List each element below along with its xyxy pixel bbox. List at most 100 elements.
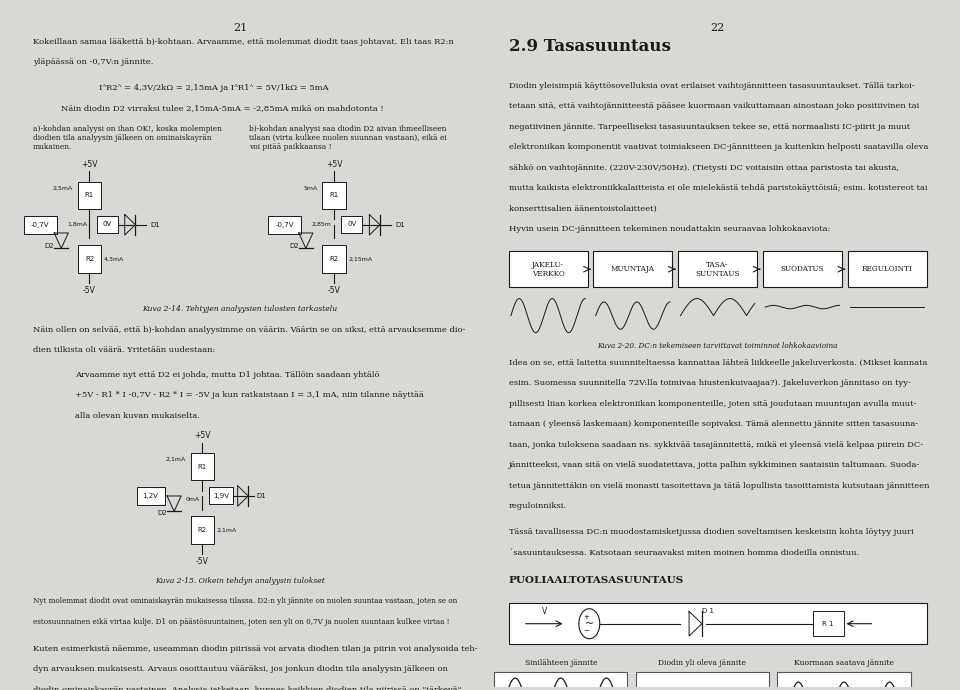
Text: jännitteeksi, vaan sitä on vielä suodatettava, jotta palhin sykkiminen saataisii: jännitteeksi, vaan sitä on vielä suodate… [509,461,920,469]
Text: 0V: 0V [348,221,356,228]
Text: Diodin yli oleva jännite: Diodin yli oleva jännite [659,659,746,667]
FancyBboxPatch shape [136,487,165,505]
Text: Kokeillaan samaa lääkettä b)-kohtaan. Arvaamme, että molemmat diodit taas johtav: Kokeillaan samaa lääkettä b)-kohtaan. Ar… [33,37,454,46]
Text: 2.9 Tasasuuntaus: 2.9 Tasasuuntaus [509,37,670,55]
Text: R1: R1 [329,193,339,199]
Text: Kuten esimerkistä näemme, useamman diodin piirissä voi arvata diodien tilan ja p: Kuten esimerkistä näemme, useamman diodi… [33,645,478,653]
FancyBboxPatch shape [778,671,910,690]
Text: konserttisalien äänentoistolaitteet): konserttisalien äänentoistolaitteet) [509,205,657,213]
Text: a)-kohdan analyysi on ihan OK!, koska molempien
diodien tila analyysin jälkeen o: a)-kohdan analyysi on ihan OK!, koska mo… [33,125,222,151]
Text: -0,7V: -0,7V [276,221,294,228]
Text: 21: 21 [233,23,247,32]
Text: R2: R2 [198,527,207,533]
Text: Diodin yleisimpiä käyttösovelluksia ovat erilaiset vaihtojännitteen tasasuuntauk: Diodin yleisimpiä käyttösovelluksia ovat… [509,82,914,90]
FancyBboxPatch shape [97,216,118,233]
Text: -5V: -5V [196,558,209,566]
Text: 0V: 0V [103,221,111,228]
Text: tetaan sitä, että vaihtojännitteestä pääsee kuormaan vaikuttamaan ainostaan joko: tetaan sitä, että vaihtojännitteestä pää… [509,103,919,110]
Text: Kuva 2-20. DC:n tekemiseen tarvittavat toiminnot lohkokaavioina: Kuva 2-20. DC:n tekemiseen tarvittavat t… [597,342,838,350]
FancyBboxPatch shape [268,216,301,234]
Text: Hyvin usein DC-jännitteen tekeminen noudattakin seuraavaa lohkokaaviota:: Hyvin usein DC-jännitteen tekeminen noud… [509,226,829,233]
Text: V: V [541,607,547,615]
Text: 4,3mA: 4,3mA [104,257,124,262]
Text: Näin diodin D2 virraksi tulee 2,15mA-5mA = -2,85mA mikä on mahdotonta !: Näin diodin D2 virraksi tulee 2,15mA-5mA… [61,105,384,112]
Text: 1,8mA: 1,8mA [67,221,87,226]
FancyBboxPatch shape [78,245,101,273]
FancyBboxPatch shape [191,516,214,544]
FancyBboxPatch shape [848,251,926,287]
Text: +: + [584,614,589,620]
Text: Näin ollen on selvää, että b)-kohdan analyysimme on väärin. Väärin se on siksi, : Näin ollen on selvää, että b)-kohdan ana… [33,326,466,334]
Text: pillisesti liian korkea elektroniikan komponenteille, joten sitä joudutaan muunt: pillisesti liian korkea elektroniikan ko… [509,400,916,408]
Text: R1: R1 [84,193,94,199]
Text: D1: D1 [396,221,405,228]
Text: Nyt molemmat diodit ovat ominaiskayrän mukaisessa tilassa. D2:n yli jännite on n: Nyt molemmat diodit ovat ominaiskayrän m… [33,597,457,605]
Text: 2,85m: 2,85m [312,221,332,226]
FancyBboxPatch shape [678,251,757,287]
Text: ´sasuuntauksessa. Katsotaan seuraavaksi miten moinen homma diodeilla onnistuu.: ´sasuuntauksessa. Katsotaan seuraavaksi … [509,549,858,557]
Text: R2: R2 [84,256,94,262]
FancyBboxPatch shape [593,251,672,287]
FancyBboxPatch shape [509,603,926,644]
Text: Kuva 2-15. Oikein tehdyn analyysin tulokset: Kuva 2-15. Oikein tehdyn analyysin tulok… [156,577,324,584]
Text: +5V: +5V [325,160,343,169]
Text: D2: D2 [289,243,299,249]
Text: Tässä tavallisessa DC:n muodostamisketjussa diodien soveltamisen keskeisiin koht: Tässä tavallisessa DC:n muodostamisketju… [509,528,913,536]
Text: PUOLIAALTOTASASUUNTAUS: PUOLIAALTOTASASUUNTAUS [509,576,684,585]
Text: D2: D2 [157,510,167,515]
Circle shape [579,609,600,639]
FancyBboxPatch shape [323,245,346,273]
Text: 22: 22 [710,23,725,32]
Text: SUODATUS: SUODATUS [780,265,825,273]
Text: b)-kohdan analyysi saa diodin D2 aivan ihmeelliseen
tilaan (virta kulkee nuolen : b)-kohdan analyysi saa diodin D2 aivan i… [250,125,447,151]
FancyBboxPatch shape [24,216,57,234]
FancyBboxPatch shape [763,251,842,287]
Text: Arvaamme nyt että D2 ei johda, mutta D1 johtaa. Tällöin saadaan yhtälö: Arvaamme nyt että D2 ei johda, mutta D1 … [75,371,380,379]
FancyBboxPatch shape [341,216,362,233]
Text: 5mA: 5mA [303,186,318,191]
Text: dien tilkista oli väärä. Yritetään uudestaan:: dien tilkista oli väärä. Yritetään uudes… [33,346,215,355]
Text: 0mA: 0mA [186,497,200,502]
FancyBboxPatch shape [494,671,627,690]
Text: D 1: D 1 [702,608,714,614]
Text: -0,7V: -0,7V [31,221,49,228]
Text: −: − [584,627,589,633]
Text: REGULOINTI: REGULOINTI [862,265,913,273]
Text: tetua jännitettäkin on vielä monasti tasoitettava ja tätä lopullista tasoittamis: tetua jännitettäkin on vielä monasti tas… [509,482,929,490]
Text: negatiivinen jännite. Tarpeelliseksi tasasuuntauksen tekee se, että normaalisti : negatiivinen jännite. Tarpeelliseksi tas… [509,123,910,131]
Text: reguloinniksi.: reguloinniksi. [509,502,566,510]
Text: 2,1mA: 2,1mA [216,528,237,533]
Text: D2: D2 [44,243,54,249]
Text: 2,5mA: 2,5mA [53,186,73,191]
Text: +5V: +5V [194,431,210,440]
Text: Kuva 2-14. Tehtyjen analyysien tulosten tarkastelu: Kuva 2-14. Tehtyjen analyysien tulosten … [142,306,338,313]
Text: D1: D1 [151,221,160,228]
Text: Idea on se, että laitetta suunniteltaessa kannattaa lähteä liikkeelle jakeluverk: Idea on se, että laitetta suunniteltaess… [509,359,927,366]
Text: R1: R1 [198,464,207,470]
Text: IᴬR2ᴬ = 4,3V/2kΩ = 2,15mA ja IᴬR1ᴬ = 5V/1kΩ = 5mA: IᴬR2ᴬ = 4,3V/2kΩ = 2,15mA ja IᴬR1ᴬ = 5V/… [99,84,328,92]
Text: ~: ~ [585,619,594,629]
Text: Kuormaan saatava jännite: Kuormaan saatava jännite [794,659,894,667]
Text: elektroniikan komponentit vaativat toimiakseen DC-jännitteen ja kuitenkin helpos: elektroniikan komponentit vaativat toimi… [509,144,928,152]
FancyBboxPatch shape [509,251,588,287]
Text: mutta kaikista elektroniikkalaitteista ei ole mielekästä tehdä paristokäyttöisiä: mutta kaikista elektroniikkalaitteista e… [509,184,927,193]
FancyBboxPatch shape [636,671,769,690]
Text: diodin ominaiskayrän vastainen. Analysia jatketaan, kunnes kaikkien diodien tila: diodin ominaiskayrän vastainen. Analysia… [33,686,464,690]
Text: +5V - R1 * I -0,7V - R2 * I = -5V ja kun ratkaistaan I = 3,1 mA, niin tilanne nä: +5V - R1 * I -0,7V - R2 * I = -5V ja kun… [75,391,424,400]
Text: R2: R2 [329,256,339,262]
Text: 2,15mA: 2,15mA [348,257,372,262]
Text: D1: D1 [256,493,266,499]
Text: dyn arvauksen mukaisesti. Arvaus osoittautuu vääräksi, jos jonkun diodin tila an: dyn arvauksen mukaisesti. Arvaus osoitta… [33,665,448,673]
Text: TASA-
SUUNTAUS: TASA- SUUNTAUS [695,261,740,278]
Text: 2,1mA: 2,1mA [166,457,186,462]
Text: -5V: -5V [83,286,96,295]
FancyBboxPatch shape [191,453,214,480]
Text: 1,2V: 1,2V [143,493,158,499]
Text: sähkö on vaihtojännite. (220V-230V/50Hz). (Tietysti DC voitaisiin ottaa paristos: sähkö on vaihtojännite. (220V-230V/50Hz)… [509,164,899,172]
Text: 1,9V: 1,9V [213,493,229,499]
Text: JAKELU-
VERKKO: JAKELU- VERKKO [532,261,564,278]
Text: R 1: R 1 [823,621,834,627]
Text: tamaan ( yleensä laskemaan) komponenteille sopivaksi. Tämä alennettu jännite sit: tamaan ( yleensä laskemaan) komponenteil… [509,420,918,428]
Text: -5V: -5V [327,286,341,295]
Text: taan, jonka tuloksena saadaan ns. sykkivää tasajännitettä, mikä ei yleensä vielä: taan, jonka tuloksena saadaan ns. sykkiv… [509,441,923,449]
